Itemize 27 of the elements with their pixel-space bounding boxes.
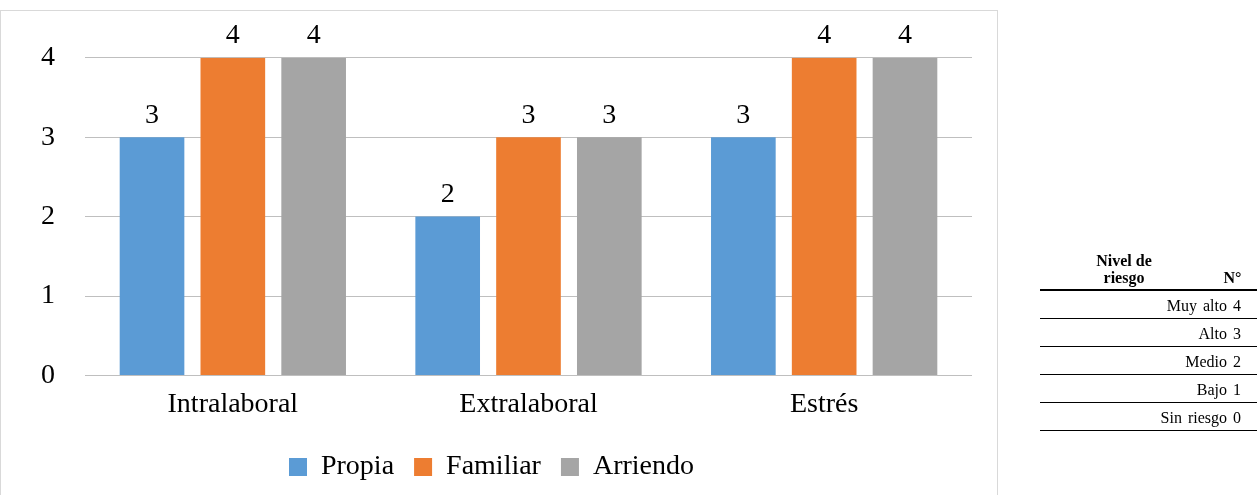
data-label: 4 bbox=[306, 18, 321, 50]
legend-label: Arriendo bbox=[592, 449, 695, 481]
y-tick-label: 1 bbox=[41, 278, 55, 310]
data-label: 2 bbox=[440, 176, 455, 208]
text: Muy alto 4 bbox=[1040, 290, 1257, 319]
data-label: 4 bbox=[225, 18, 240, 50]
data-label: 3 bbox=[145, 97, 160, 129]
data-label: 4 bbox=[817, 18, 832, 50]
text: Alto 3 bbox=[1040, 318, 1257, 347]
text: N° bbox=[1208, 246, 1257, 290]
legend-label: Propia bbox=[320, 449, 395, 481]
y-tick-label: 2 bbox=[41, 198, 55, 230]
y-tick-label: 4 bbox=[41, 40, 55, 72]
text: Medio 2 bbox=[1040, 346, 1257, 375]
data-label: 3 bbox=[602, 97, 617, 129]
text: Sin riesgo 0 bbox=[1040, 402, 1257, 431]
y-tick-label: 3 bbox=[41, 119, 55, 151]
legend-label: Familiar bbox=[446, 449, 542, 481]
data-label: 3 bbox=[521, 97, 536, 129]
text: Bajo 1 bbox=[1040, 374, 1257, 403]
data-label: 3 bbox=[736, 97, 751, 129]
x-tick-label: Estrés bbox=[789, 386, 859, 418]
text: Nivel de riesgo bbox=[1040, 246, 1208, 290]
y-tick-label: 0 bbox=[41, 357, 55, 389]
data-label: 4 bbox=[897, 18, 912, 50]
x-tick-label: Intralaboral bbox=[167, 386, 299, 418]
x-tick-label: Extralaboral bbox=[459, 386, 598, 418]
